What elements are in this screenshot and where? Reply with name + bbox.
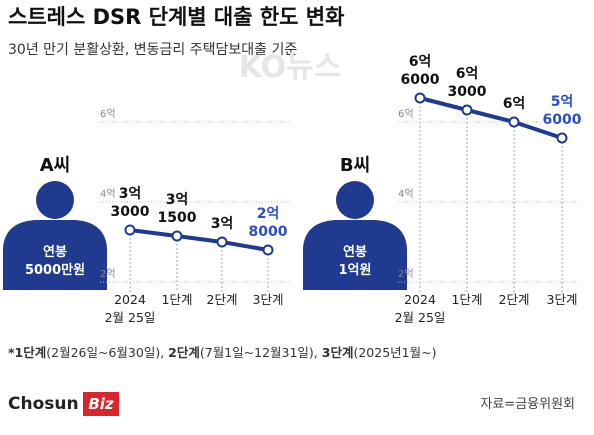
salary: 연봉 1억원 bbox=[339, 245, 372, 278]
person-head bbox=[336, 181, 374, 219]
value-label: 6억 3000 bbox=[448, 66, 487, 100]
data-line bbox=[129, 228, 269, 252]
person-head bbox=[36, 181, 74, 219]
value-label: 3억 bbox=[211, 216, 234, 232]
value-label: 3억 1500 bbox=[158, 192, 197, 226]
data-point bbox=[216, 236, 228, 248]
logo-box bbox=[83, 392, 119, 416]
footnote-period: (7월1일~12월31일), bbox=[200, 345, 322, 360]
person-body bbox=[303, 220, 407, 290]
footnote-stage: *1단계 bbox=[8, 345, 46, 360]
logo-main: Chosun bbox=[8, 394, 79, 414]
x-tick-label: 2단계 bbox=[499, 292, 530, 307]
person-name: B씨 bbox=[340, 155, 370, 176]
footnote-stage: 3단계 bbox=[322, 345, 354, 360]
x-tick-label: 1단계 bbox=[452, 292, 483, 307]
source: 자료=금융위원회 bbox=[480, 397, 575, 412]
data-point bbox=[556, 132, 568, 144]
y-tick-label: 6억 bbox=[398, 108, 414, 120]
salary: 연봉 5000만원 bbox=[25, 245, 85, 278]
data-line bbox=[419, 96, 563, 140]
x-tick-label: 3단계 bbox=[253, 292, 284, 307]
footnote-period: (2025년1월~) bbox=[353, 345, 436, 360]
watermark: KO뉴스 bbox=[239, 50, 342, 85]
x-tick-label: 2단계 bbox=[207, 292, 238, 307]
data-point bbox=[171, 230, 183, 242]
footnote-period: (2월26일~6월30일), bbox=[46, 345, 168, 360]
y-tick-label: 4억 bbox=[398, 188, 414, 200]
value-label: 5억 6000 bbox=[543, 94, 582, 128]
value-label: 3억 3000 bbox=[111, 186, 150, 220]
value-label: 6억 bbox=[503, 96, 526, 112]
x-tick-label: 1단계 bbox=[162, 292, 193, 307]
y-tick-label: 6억 bbox=[100, 108, 116, 120]
data-point bbox=[124, 224, 136, 236]
title: 스트레스 DSR 단계별 대출 한도 변화 bbox=[8, 5, 345, 29]
y-tick-label: 2억 bbox=[100, 268, 116, 280]
footnote: *1단계(2월26일~6월30일), 2단계(7월1일~12월31일), 3단계… bbox=[8, 345, 436, 360]
value-label: 2억 8000 bbox=[249, 206, 288, 240]
data-point bbox=[461, 104, 473, 116]
person-name: A씨 bbox=[40, 155, 71, 176]
logo-accent: Biz bbox=[88, 395, 114, 413]
footnote-stage: 2단계 bbox=[168, 345, 200, 360]
value-label: 6억 6000 bbox=[401, 54, 440, 88]
y-tick-label: 2억 bbox=[398, 268, 414, 280]
x-tick-label: 2024 2월 25일 bbox=[395, 292, 446, 325]
y-tick-label: 4억 bbox=[100, 188, 116, 200]
data-point bbox=[262, 244, 274, 256]
data-point bbox=[414, 92, 426, 104]
data-point bbox=[508, 116, 520, 128]
x-tick-label: 3단계 bbox=[547, 292, 578, 307]
subtitle: 30년 만기 분활상환, 변동금리 주택담보대출 기준 bbox=[8, 42, 297, 58]
person-body bbox=[3, 220, 107, 290]
x-tick-label: 2024 2월 25일 bbox=[105, 292, 156, 325]
